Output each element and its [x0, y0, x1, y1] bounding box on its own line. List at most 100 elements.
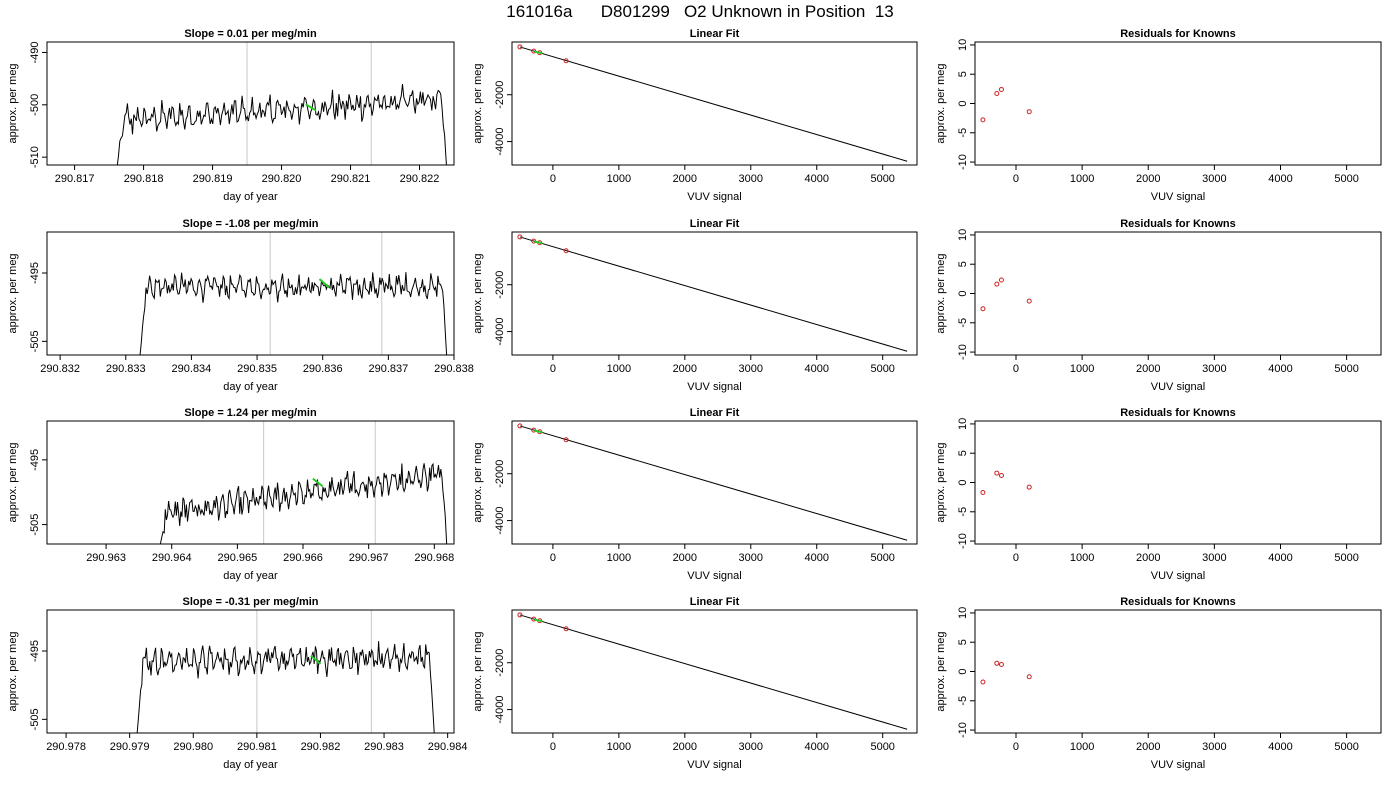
x-tick-label: 3000 [1202, 552, 1226, 564]
unknown-point [534, 50, 543, 55]
plot-frame [46, 41, 455, 166]
residual-point [994, 281, 1000, 287]
y-tick-label: -4000 [494, 318, 506, 346]
x-tick-label: 290.980 [173, 741, 213, 753]
residual-point [994, 91, 1000, 97]
residual-point [1026, 674, 1032, 680]
panel-title: Slope = 0.01 per meg/min [184, 28, 317, 40]
x-axis-label: VUV signal [687, 191, 741, 203]
x-tick-label: 3000 [1202, 173, 1226, 185]
x-tick-label: 0 [1013, 363, 1019, 375]
plot-frame [511, 420, 918, 545]
highlight-segment [310, 655, 322, 665]
y-tick-label: -5 [957, 318, 969, 328]
y-tick-label: -490 [29, 41, 41, 63]
x-tick-label: 290.963 [86, 552, 126, 564]
x-tick-label: 290.964 [152, 552, 192, 564]
y-tick-label: 0 [957, 479, 969, 485]
known-point [563, 58, 569, 64]
y-axis-label: approx. per meg [7, 253, 19, 333]
x-tick-label: 290.818 [124, 173, 164, 185]
x-tick-label: 290.983 [364, 741, 404, 753]
y-tick-label: -4000 [494, 696, 506, 724]
y-tick-label: 5 [957, 71, 969, 77]
x-axis-label: VUV signal [1151, 191, 1205, 203]
known-point [563, 437, 569, 443]
x-tick-label: 290.834 [172, 363, 212, 375]
plot-frame [46, 609, 455, 734]
y-axis-label: approx. per meg [472, 442, 484, 522]
x-tick-label: 0 [550, 363, 556, 375]
known-point [563, 626, 569, 632]
x-tick-label: 5000 [870, 173, 894, 185]
residual-point [980, 117, 986, 123]
y-tick-label: 10 [957, 418, 969, 430]
signal-trace [136, 641, 435, 733]
known-point [517, 612, 523, 618]
x-tick-label: 0 [1013, 552, 1019, 564]
y-tick-label: -495 [29, 262, 41, 284]
y-axis-label: approx. per meg [472, 631, 484, 711]
panel-title: Residuals for Knowns [1120, 407, 1236, 419]
x-tick-label: 0 [1013, 741, 1019, 753]
x-tick-label: 2000 [673, 173, 697, 185]
x-tick-label: 2000 [1136, 173, 1160, 185]
highlight-segment [305, 103, 317, 112]
x-tick-label: 3000 [739, 363, 763, 375]
y-axis-label: approx. per meg [7, 442, 19, 522]
x-tick-label: 0 [550, 741, 556, 753]
x-tick-label: 5000 [1334, 552, 1358, 564]
x-tick-label: 2000 [673, 363, 697, 375]
y-tick-label: -10 [957, 533, 969, 549]
x-tick-label: 1000 [1070, 552, 1094, 564]
x-axis-label: day of year [223, 570, 278, 582]
x-tick-label: 290.984 [428, 741, 468, 753]
known-point [517, 423, 523, 429]
y-tick-label: -5 [957, 507, 969, 517]
x-tick-label: 5000 [1334, 363, 1358, 375]
residual-point [994, 470, 1000, 476]
y-tick-label: -5 [957, 696, 969, 706]
y-tick-label: 5 [957, 639, 969, 645]
figure-title: 161016a D801299 O2 Unknown in Position 1… [506, 2, 894, 21]
x-tick-label: 4000 [804, 173, 828, 185]
x-axis-label: day of year [223, 759, 278, 771]
unknown-point [534, 240, 543, 245]
x-axis-label: VUV signal [1151, 570, 1205, 582]
x-tick-label: 5000 [870, 363, 894, 375]
y-tick-label: -495 [29, 640, 41, 662]
unknown-point [534, 429, 543, 434]
y-tick-label: 10 [957, 39, 969, 51]
x-tick-label: 1000 [607, 363, 631, 375]
x-tick-label: 290.837 [368, 363, 408, 375]
x-tick-label: 2000 [1136, 552, 1160, 564]
x-axis-label: VUV signal [1151, 381, 1205, 393]
signal-trace [139, 272, 448, 355]
y-tick-label: -505 [29, 708, 41, 730]
panel-title: Linear Fit [690, 407, 740, 419]
x-tick-label: 1000 [1070, 363, 1094, 375]
y-tick-label: -4000 [494, 128, 506, 156]
residual-point [998, 277, 1004, 283]
y-axis-label: approx. per meg [935, 631, 947, 711]
residual-point [998, 472, 1004, 478]
plot-frame [974, 41, 1382, 166]
x-tick-label: 5000 [870, 552, 894, 564]
y-tick-label: 10 [957, 607, 969, 619]
plot-frame [511, 609, 918, 734]
y-tick-label: -495 [29, 449, 41, 471]
x-tick-label: 5000 [870, 741, 894, 753]
x-tick-label: 290.822 [400, 173, 440, 185]
x-tick-label: 290.821 [331, 173, 371, 185]
highlight-segment [318, 278, 330, 289]
plot-frame [511, 41, 918, 166]
x-tick-label: 290.817 [55, 173, 95, 185]
panel-title: Slope = -0.31 per meg/min [182, 596, 318, 608]
x-axis-label: VUV signal [687, 381, 741, 393]
x-tick-label: 290.838 [434, 363, 474, 375]
panel-title: Slope = 1.24 per meg/min [184, 407, 317, 419]
x-tick-label: 290.979 [110, 741, 150, 753]
y-tick-label: -2000 [494, 271, 506, 299]
x-tick-label: 1000 [1070, 173, 1094, 185]
